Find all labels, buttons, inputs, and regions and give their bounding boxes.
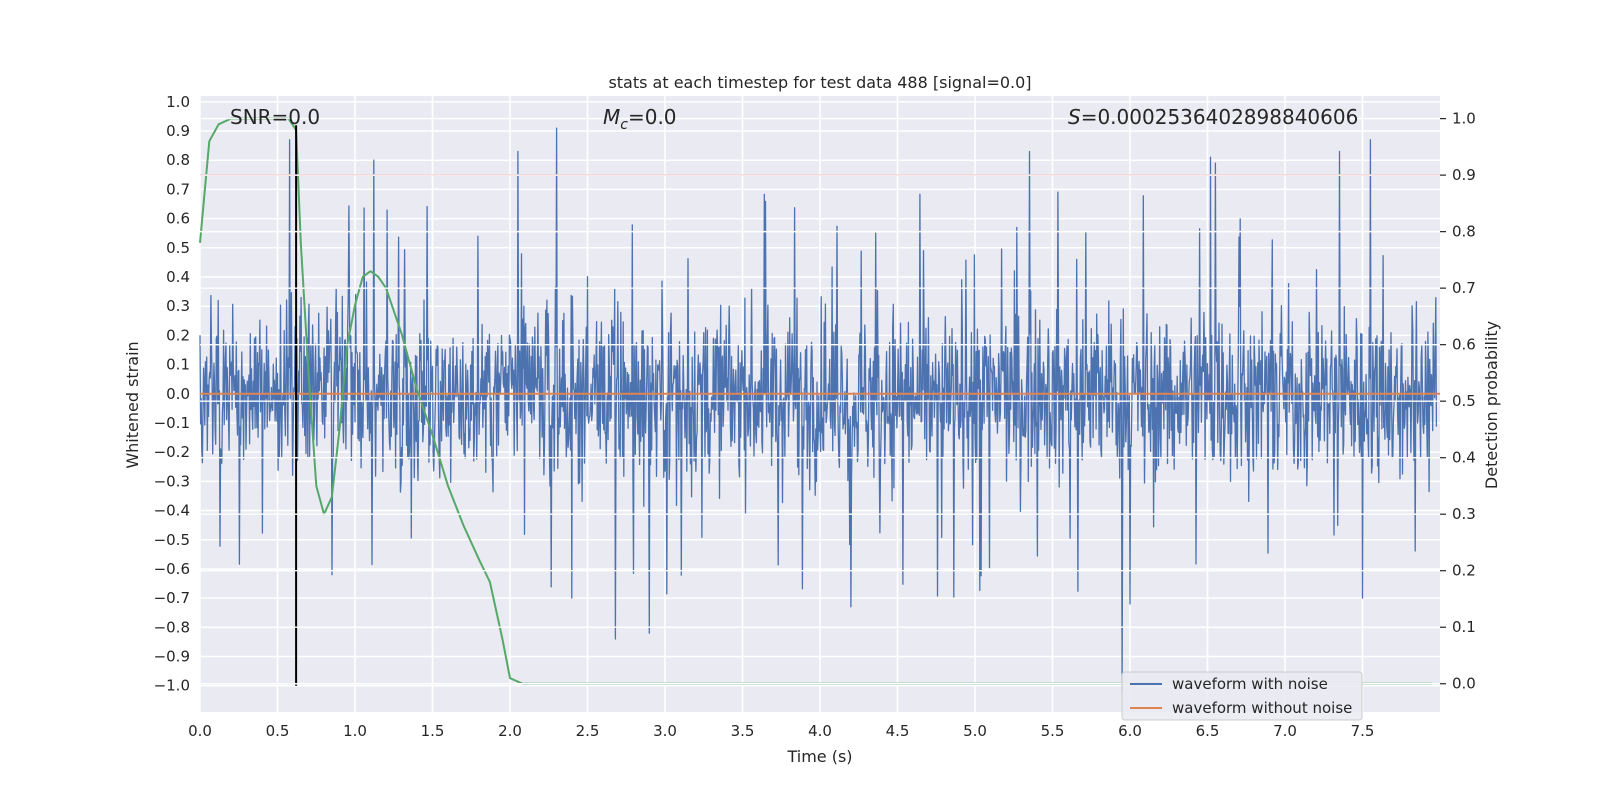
y-axis-ticks: 1.0 0.9 0.8 0.7 0.6 0.5 0.4 0.3 0.2 0.1 0.0 −0.1 −0.… [154, 93, 190, 695]
annotation-snr: SNR=0.0 [230, 105, 320, 129]
y-axis-label: Whitened strain [123, 341, 142, 468]
chart-title: stats at each timestep for test data 488… [608, 73, 1031, 92]
y-tick-label-1: 0.9 [166, 122, 190, 140]
y-tick-label-18: −0.8 [154, 618, 190, 636]
y2-axis-label: Detection probability [1482, 321, 1501, 489]
x-tick-label-1: 0.5 [266, 722, 290, 740]
mc-symbol: M [603, 105, 620, 129]
y-tick-label-7: 0.3 [166, 297, 190, 315]
y2-tick-label-0: 1.0 [1452, 110, 1476, 128]
x-axis-ticks: 0.0 0.5 1.0 1.5 2.0 2.5 3.0 3.5 4.0 4.5 5.0 5.5 6.0 6… [188, 722, 1374, 740]
y-tick-label-16: −0.6 [154, 560, 190, 578]
legend-label-clean: waveform without noise [1172, 699, 1352, 717]
x-tick-label-11: 5.5 [1041, 722, 1065, 740]
y2-tick-label-5: 0.5 [1452, 392, 1476, 410]
y-tick-label-19: −0.9 [154, 648, 190, 666]
x-tick-label-13: 6.5 [1196, 722, 1220, 740]
y2-tick-label-3: 0.7 [1452, 279, 1476, 297]
y-tick-label-2: 0.8 [166, 151, 190, 169]
s-value: =0.000253640289884060​6 [1081, 105, 1359, 129]
right-axis-gridlines [200, 117, 1440, 685]
s-symbol: S [1068, 105, 1081, 129]
y2-tick-label-8: 0.2 [1452, 562, 1476, 580]
y-tick-label-13: −0.3 [154, 472, 190, 490]
x-tick-label-14: 7.0 [1273, 722, 1297, 740]
y-tick-label-14: −0.4 [154, 502, 190, 520]
y2-tick-label-10: 0.0 [1452, 675, 1476, 693]
annotation-s: S=0.000253640289884060​6 [1068, 105, 1358, 129]
x-tick-label-8: 4.0 [808, 722, 832, 740]
noise-series [199, 127, 1438, 693]
x-tick-label-10: 5.0 [963, 722, 987, 740]
y-tick-label-6: 0.4 [166, 268, 190, 286]
x-axis-label: Time (s) [786, 747, 852, 766]
legend-box [1121, 671, 1363, 721]
y-tick-label-11: −0.1 [154, 414, 190, 432]
mc-subscript: c [620, 117, 628, 133]
mc-value: =0.0 [628, 105, 677, 129]
annotation-mc: Mc=0.0 [603, 105, 677, 133]
x-tick-label-2: 1.0 [343, 722, 367, 740]
y-tick-label-5: 0.5 [166, 239, 190, 257]
y-tick-label-0: 1.0 [166, 93, 190, 111]
y-tick-label-4: 0.6 [166, 210, 190, 228]
y2-tick-label-6: 0.4 [1452, 449, 1476, 467]
legend-label-noise: waveform with noise [1172, 675, 1328, 693]
noise-line [199, 127, 1438, 693]
y2-axis-ticks: 1.0 0.9 0.8 0.7 0.6 0.5 0.4 0.3 0.2 0.1 0.0 [1440, 110, 1476, 693]
y-tick-label-9: 0.1 [166, 356, 190, 374]
y-tick-label-17: −0.7 [154, 589, 190, 607]
y-tick-label-20: −1.0 [154, 677, 190, 695]
y2-tick-label-9: 0.1 [1452, 618, 1476, 636]
x-tick-label-15: 7.5 [1351, 722, 1375, 740]
y-tick-label-10: 0.0 [166, 385, 190, 403]
legend: waveform with noise waveform without noi… [1121, 671, 1363, 721]
y2-tick-label-7: 0.3 [1452, 505, 1476, 523]
y2-tick-label-1: 0.9 [1452, 166, 1476, 184]
x-tick-label-3: 1.5 [421, 722, 445, 740]
x-tick-label-7: 3.5 [731, 722, 755, 740]
x-tick-label-0: 0.0 [188, 722, 212, 740]
x-tick-label-4: 2.0 [498, 722, 522, 740]
y2-tick-label-4: 0.6 [1452, 336, 1476, 354]
y-tick-label-12: −0.2 [154, 443, 190, 461]
x-tick-label-9: 4.5 [886, 722, 910, 740]
y-tick-label-15: −0.5 [154, 531, 190, 549]
y2-tick-label-2: 0.8 [1452, 223, 1476, 241]
y-tick-label-8: 0.2 [166, 326, 190, 344]
x-tick-label-5: 2.5 [576, 722, 600, 740]
x-tick-label-12: 6.0 [1118, 722, 1142, 740]
y-tick-label-3: 0.7 [166, 180, 190, 198]
x-tick-label-6: 3.0 [653, 722, 677, 740]
